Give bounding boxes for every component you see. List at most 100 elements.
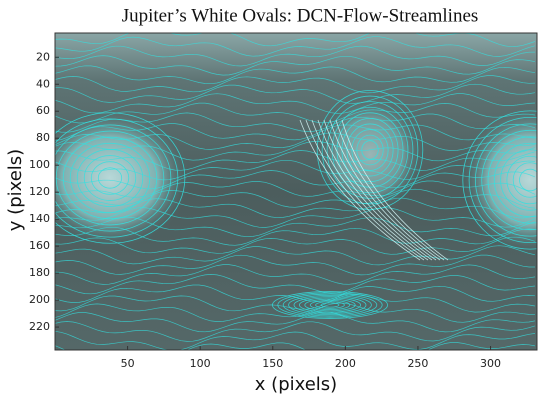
vortex-streamline [309,299,351,311]
vortex-streamline [316,90,424,210]
x-tick-label: 300 [480,357,501,370]
vortex-streamline [500,149,537,211]
streamline [55,102,536,124]
streamline [55,170,536,190]
y-tick-label: 180 [29,266,50,279]
streamline [55,150,536,171]
y-tick-label: 160 [29,239,50,252]
plot-frame [54,32,538,351]
y-tick-label: 40 [36,77,50,90]
streamline [55,36,536,57]
streamline [55,264,536,285]
x-tick-label: 50 [121,357,135,370]
streamline [311,119,429,261]
streamline [55,330,536,350]
x-tick-label: 200 [335,357,356,370]
vortex-streamline [277,292,383,318]
streamline [55,55,536,76]
vortex-streamline [506,155,537,205]
y-axis-label: y (pixels) [5,149,26,231]
vortex-streamline [356,134,384,166]
vortex-streamline [97,167,123,189]
x-tick-label: 100 [190,357,211,370]
image-area [55,33,537,350]
vortex-streamline [320,302,340,308]
y-tick-label: 140 [29,212,50,225]
vortex-streamline [336,112,404,188]
streamline [55,254,535,276]
streamline [323,119,437,261]
streamline [305,119,425,261]
streamline [55,33,536,48]
streamline [55,294,536,313]
streamline [55,93,536,114]
vortex-streamline [481,129,537,231]
streamline [55,245,536,266]
vortex-streamline [55,130,165,226]
streamline [55,311,536,333]
vortex-streamline [69,142,151,214]
vortex-streamline [83,155,137,201]
vortex-streamline [321,95,419,205]
streamline [55,236,536,255]
vortex-streamline [346,123,394,177]
vortex-streamline [298,297,361,313]
streamline [55,342,536,350]
vortex-streamline [475,123,537,237]
streamline [341,119,449,261]
vortex-streamline [288,294,372,316]
vortex-streamline [361,140,379,160]
chart-title: Jupiter’s White Ovals: DCN-Flow-Streamli… [122,5,479,26]
streamline [55,274,536,295]
streamline [55,75,536,94]
streamline [55,207,536,228]
streamline [55,141,536,162]
streamline [55,83,536,104]
vortex-streamline [468,116,537,244]
streamline [55,112,536,133]
y-tick-label: 220 [29,320,50,333]
y-tick-label: 60 [36,104,50,117]
vortex-streamline [331,106,409,194]
streamline [55,321,536,342]
streamline [329,119,441,261]
vortex-streamline [55,112,186,244]
streamline [55,132,536,151]
vortex-streamline [90,161,130,195]
streamline [55,123,536,142]
vortex-streamline [304,298,356,312]
streamline [55,188,536,209]
vortex-streamline [282,293,378,317]
y-tick-label: 20 [36,50,50,63]
y-tick-label: 80 [36,131,50,144]
vortex-streamline [351,129,389,171]
streamline [299,119,421,261]
vortex-streamline [55,124,172,232]
streamline [55,180,536,198]
streamline [55,45,536,67]
vortex-streamline [62,136,158,220]
x-axis-label: x (pixels) [255,374,337,395]
x-tick-label: 150 [262,357,283,370]
vortex-streamline [293,296,367,314]
vortex-streamline [55,118,179,238]
vortex-streamline [519,168,537,192]
vortex-streamline [493,142,537,218]
vortex-streamline [512,162,537,198]
streamline [317,119,433,261]
y-tick-label: 200 [29,293,50,306]
vortex-streamline [487,136,537,224]
streamline [55,302,536,323]
streamline [335,119,445,261]
streamline [55,65,536,85]
vortex-streamline [326,101,414,199]
streamline [55,216,536,238]
vortex-streamline [315,301,345,309]
y-tick-label: 120 [29,185,50,198]
x-tick-label: 250 [407,357,428,370]
vortex-streamline [462,110,537,250]
vortex-streamline [271,291,388,319]
vortex-streamline [76,149,144,207]
streamline [55,284,536,303]
